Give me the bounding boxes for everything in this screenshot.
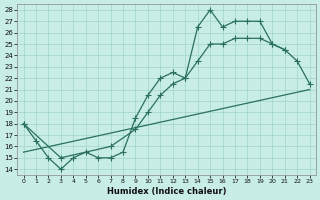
X-axis label: Humidex (Indice chaleur): Humidex (Indice chaleur) <box>107 187 226 196</box>
